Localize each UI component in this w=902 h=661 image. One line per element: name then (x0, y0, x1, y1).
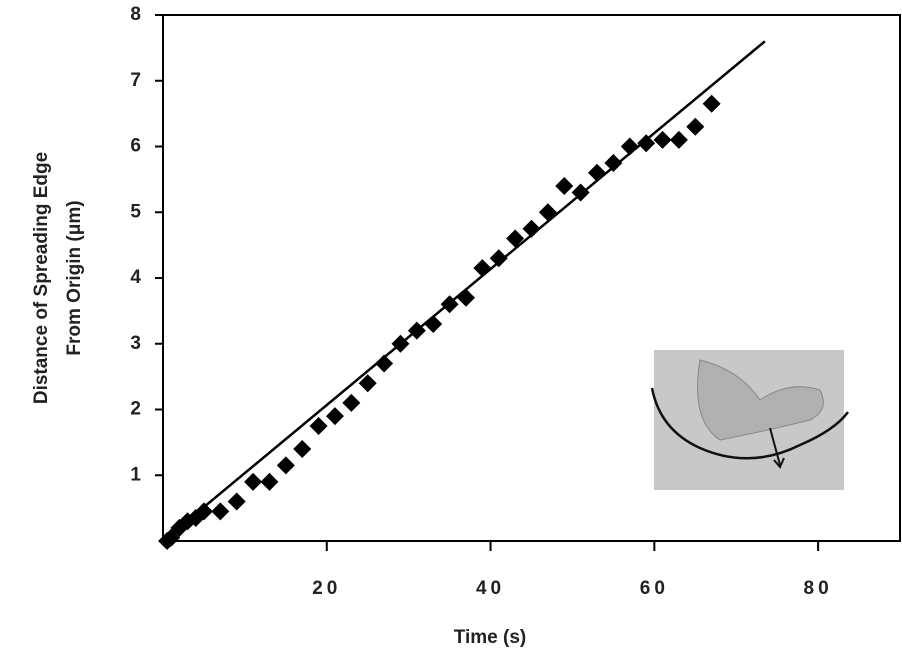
data-point (211, 502, 230, 521)
data-point (309, 416, 328, 435)
data-point (293, 439, 312, 458)
data-point (227, 492, 246, 511)
y-tick-label: 8 (130, 4, 141, 25)
data-point (555, 176, 574, 195)
y-tick-label: 1 (130, 464, 141, 485)
y-axis-label: From Origin (μm) (64, 200, 85, 355)
x-tick-label: 40 (476, 578, 505, 599)
data-point (325, 407, 344, 426)
x-tick-label: 20 (312, 578, 341, 599)
y-tick-label: 3 (130, 333, 141, 354)
data-point (604, 153, 623, 172)
data-point (358, 374, 377, 393)
data-point (375, 354, 394, 373)
data-point (588, 163, 607, 182)
data-point (342, 393, 361, 412)
data-point (424, 315, 443, 334)
data-point (456, 288, 475, 307)
data-point (522, 219, 541, 238)
data-point (260, 472, 279, 491)
data-point (473, 259, 492, 278)
y-tick-label: 7 (130, 70, 141, 91)
data-point (702, 94, 721, 113)
data-point (506, 229, 525, 248)
data-point (276, 456, 295, 475)
x-tick-label: 80 (804, 578, 833, 599)
data-point (244, 472, 263, 491)
data-point (571, 183, 590, 202)
data-point (620, 137, 639, 156)
data-point (440, 295, 459, 314)
data-point (391, 334, 410, 353)
inset-image (650, 350, 850, 490)
y-tick-label: 5 (130, 201, 141, 222)
data-point (489, 249, 508, 268)
y-axis-label: Distance of Spreading Edge (31, 152, 52, 404)
y-tick-label: 4 (130, 267, 141, 288)
x-tick-label: 60 (640, 578, 669, 599)
y-tick-label: 2 (130, 399, 141, 420)
data-point (162, 528, 181, 547)
data-point (686, 117, 705, 136)
data-point (194, 502, 213, 521)
data-point (637, 134, 656, 153)
data-point (538, 203, 557, 222)
x-axis-label: Time (s) (454, 627, 527, 648)
y-tick-label: 6 (130, 136, 141, 157)
data-point (407, 321, 426, 340)
data-point (653, 130, 672, 149)
data-point (669, 130, 688, 149)
